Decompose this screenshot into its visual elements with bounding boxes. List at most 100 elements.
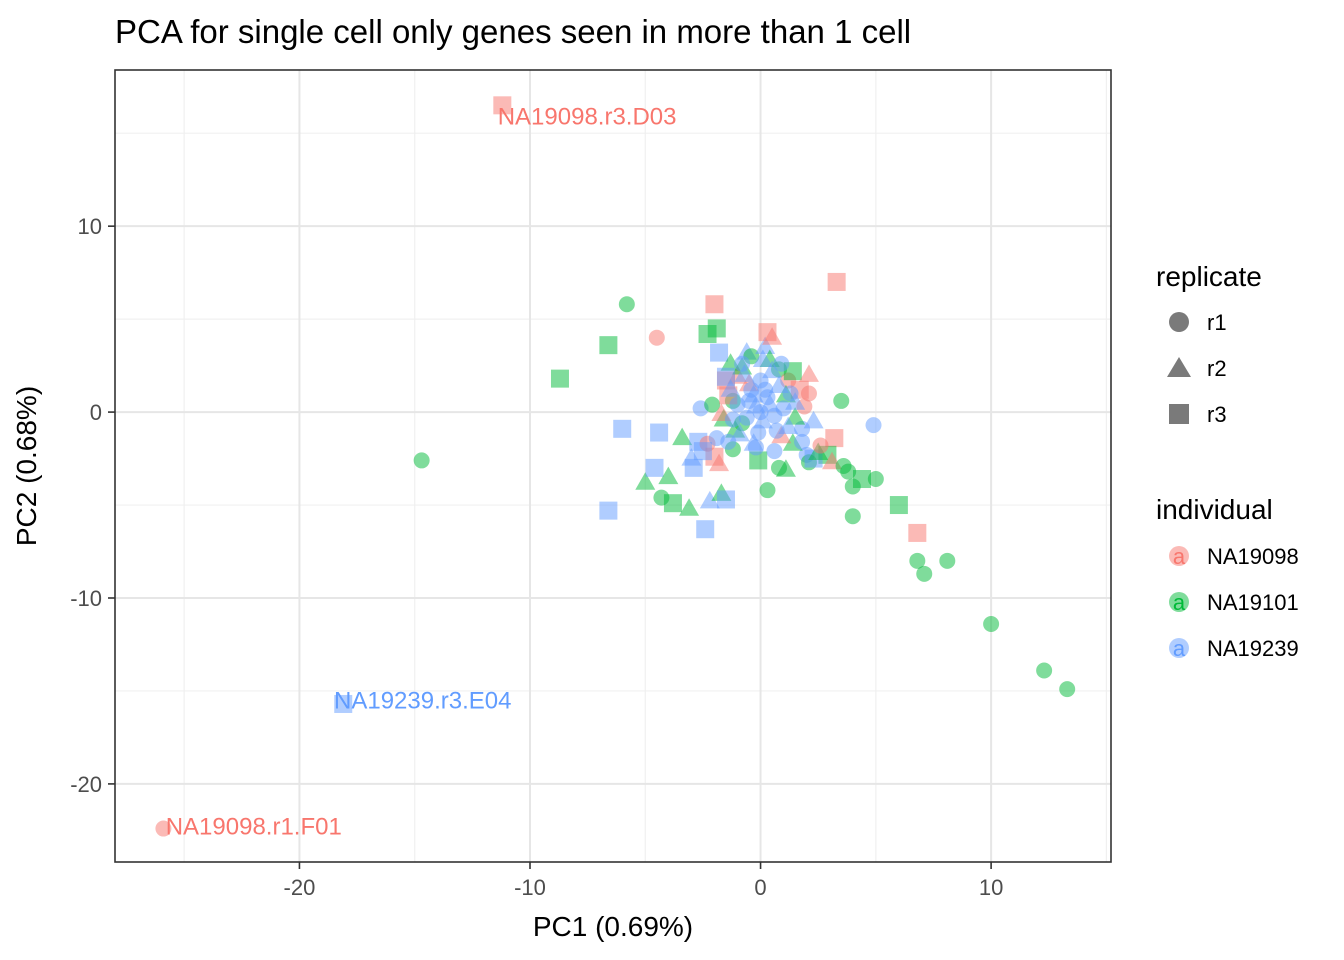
point-circle [794, 433, 811, 450]
point-square [696, 520, 715, 539]
point-square [716, 490, 735, 509]
point-circle [1036, 662, 1053, 679]
point-square [550, 369, 569, 388]
point-circle [916, 565, 933, 582]
point-triangle [672, 427, 693, 446]
y-tick-label: -20 [70, 772, 102, 797]
point-triangle [635, 472, 656, 490]
point-square [705, 295, 724, 314]
legend-item-r2: r2 [1167, 356, 1227, 381]
legend-label-NA19101: NA19101 [1207, 590, 1299, 615]
point-square [889, 496, 908, 515]
point-triangle [803, 410, 824, 429]
legend-key-square [1169, 404, 1189, 424]
plot-panel-border [114, 69, 1112, 863]
point-square [707, 319, 726, 338]
point-square [493, 96, 512, 115]
legend-key-circle [1169, 312, 1189, 332]
point-square [908, 523, 927, 542]
point-triangle [785, 392, 806, 410]
point-circle [738, 409, 755, 426]
point-circle [618, 296, 635, 313]
point-circle [724, 411, 741, 428]
point-triangle [769, 375, 789, 394]
y-tick-label: 10 [78, 214, 102, 239]
point-circle [155, 820, 172, 837]
point-circle [983, 616, 1000, 633]
point-square [827, 272, 846, 291]
point-triangle [762, 360, 783, 379]
point-square [650, 423, 669, 442]
point-square [825, 429, 844, 448]
point-square [684, 458, 703, 477]
point-triangle [658, 466, 679, 485]
point-circle [939, 552, 956, 569]
legend-label-r3: r3 [1207, 402, 1227, 427]
point-annotation-label: NA19239.r3.E04 [334, 687, 511, 714]
point-triangle [729, 423, 750, 442]
point-circle [812, 437, 829, 454]
point-triangle [679, 498, 700, 516]
point-circle [766, 443, 783, 460]
legend-label-NA19098: NA19098 [1207, 544, 1299, 569]
point-circle [750, 424, 767, 441]
point-circle [759, 482, 776, 499]
point-circle [648, 329, 665, 346]
point-square [613, 419, 632, 438]
y-tick-label: 0 [90, 400, 102, 425]
legend-item-r1: r1 [1169, 310, 1227, 335]
x-axis-label: PC1 (0.69%) [533, 911, 693, 942]
legend-key-glyph: a [1173, 590, 1186, 615]
point-triangle [752, 349, 773, 368]
point-triangle [775, 459, 796, 477]
point-circle [800, 385, 817, 402]
point-annotation-label: NA19098.r1.F01 [166, 814, 342, 841]
x-tick-label: 10 [979, 875, 1003, 900]
point-circle [844, 508, 861, 525]
x-axis-ticks: -20 -10 0 10 [284, 862, 1003, 900]
legend-item-NA19098: a NA19098 [1169, 544, 1299, 569]
legend-key-glyph: a [1173, 636, 1186, 661]
x-tick-label: 0 [754, 875, 766, 900]
y-tick-label: -10 [70, 586, 102, 611]
legend-key-color-circle [1169, 592, 1189, 612]
point-circle [833, 392, 850, 409]
point-circle [741, 392, 758, 409]
y-axis-label: PC2 (0.68%) [11, 386, 42, 546]
point-square [853, 470, 871, 489]
point-circle [775, 400, 792, 417]
point-circle [909, 552, 926, 569]
legend: replicate individual r1 r2 r3 a NA19098 a NA19… [1156, 261, 1299, 661]
point-square [334, 694, 353, 713]
legend-key-color-circle [1169, 638, 1189, 658]
point-circle [768, 422, 785, 439]
point-circle [734, 355, 751, 372]
point-triangle [734, 364, 755, 382]
legend-key-glyph: a [1173, 544, 1186, 569]
legend-key-triangle [1167, 357, 1191, 377]
point-triangle [759, 394, 780, 412]
x-tick-label: -10 [514, 875, 546, 900]
point-square [663, 494, 682, 513]
chart-title: PCA for single cell only genes seen in m… [115, 13, 911, 50]
point-circle [867, 471, 884, 488]
legend-item-NA19101: a NA19101 [1169, 590, 1299, 615]
data-points [155, 96, 1076, 837]
x-tick-label: -20 [284, 875, 316, 900]
legend-title-replicate: replicate [1156, 261, 1262, 292]
point-triangle [762, 327, 783, 345]
point-triangle [755, 336, 776, 355]
point-circle [413, 452, 430, 469]
point-triangle [798, 364, 819, 382]
point-circle [747, 439, 764, 456]
legend-title-individual: individual [1156, 494, 1273, 525]
legend-item-r3: r3 [1169, 402, 1227, 427]
point-circle [1059, 681, 1076, 698]
point-circle [704, 396, 721, 413]
legend-label-r2: r2 [1207, 356, 1227, 381]
point-circle [720, 433, 737, 450]
point-annotations: NA19098.r3.D03 NA19239.r3.E04 NA19098.r1.F… [166, 103, 677, 840]
point-triangle [699, 490, 720, 509]
grid-lines [115, 70, 1111, 862]
